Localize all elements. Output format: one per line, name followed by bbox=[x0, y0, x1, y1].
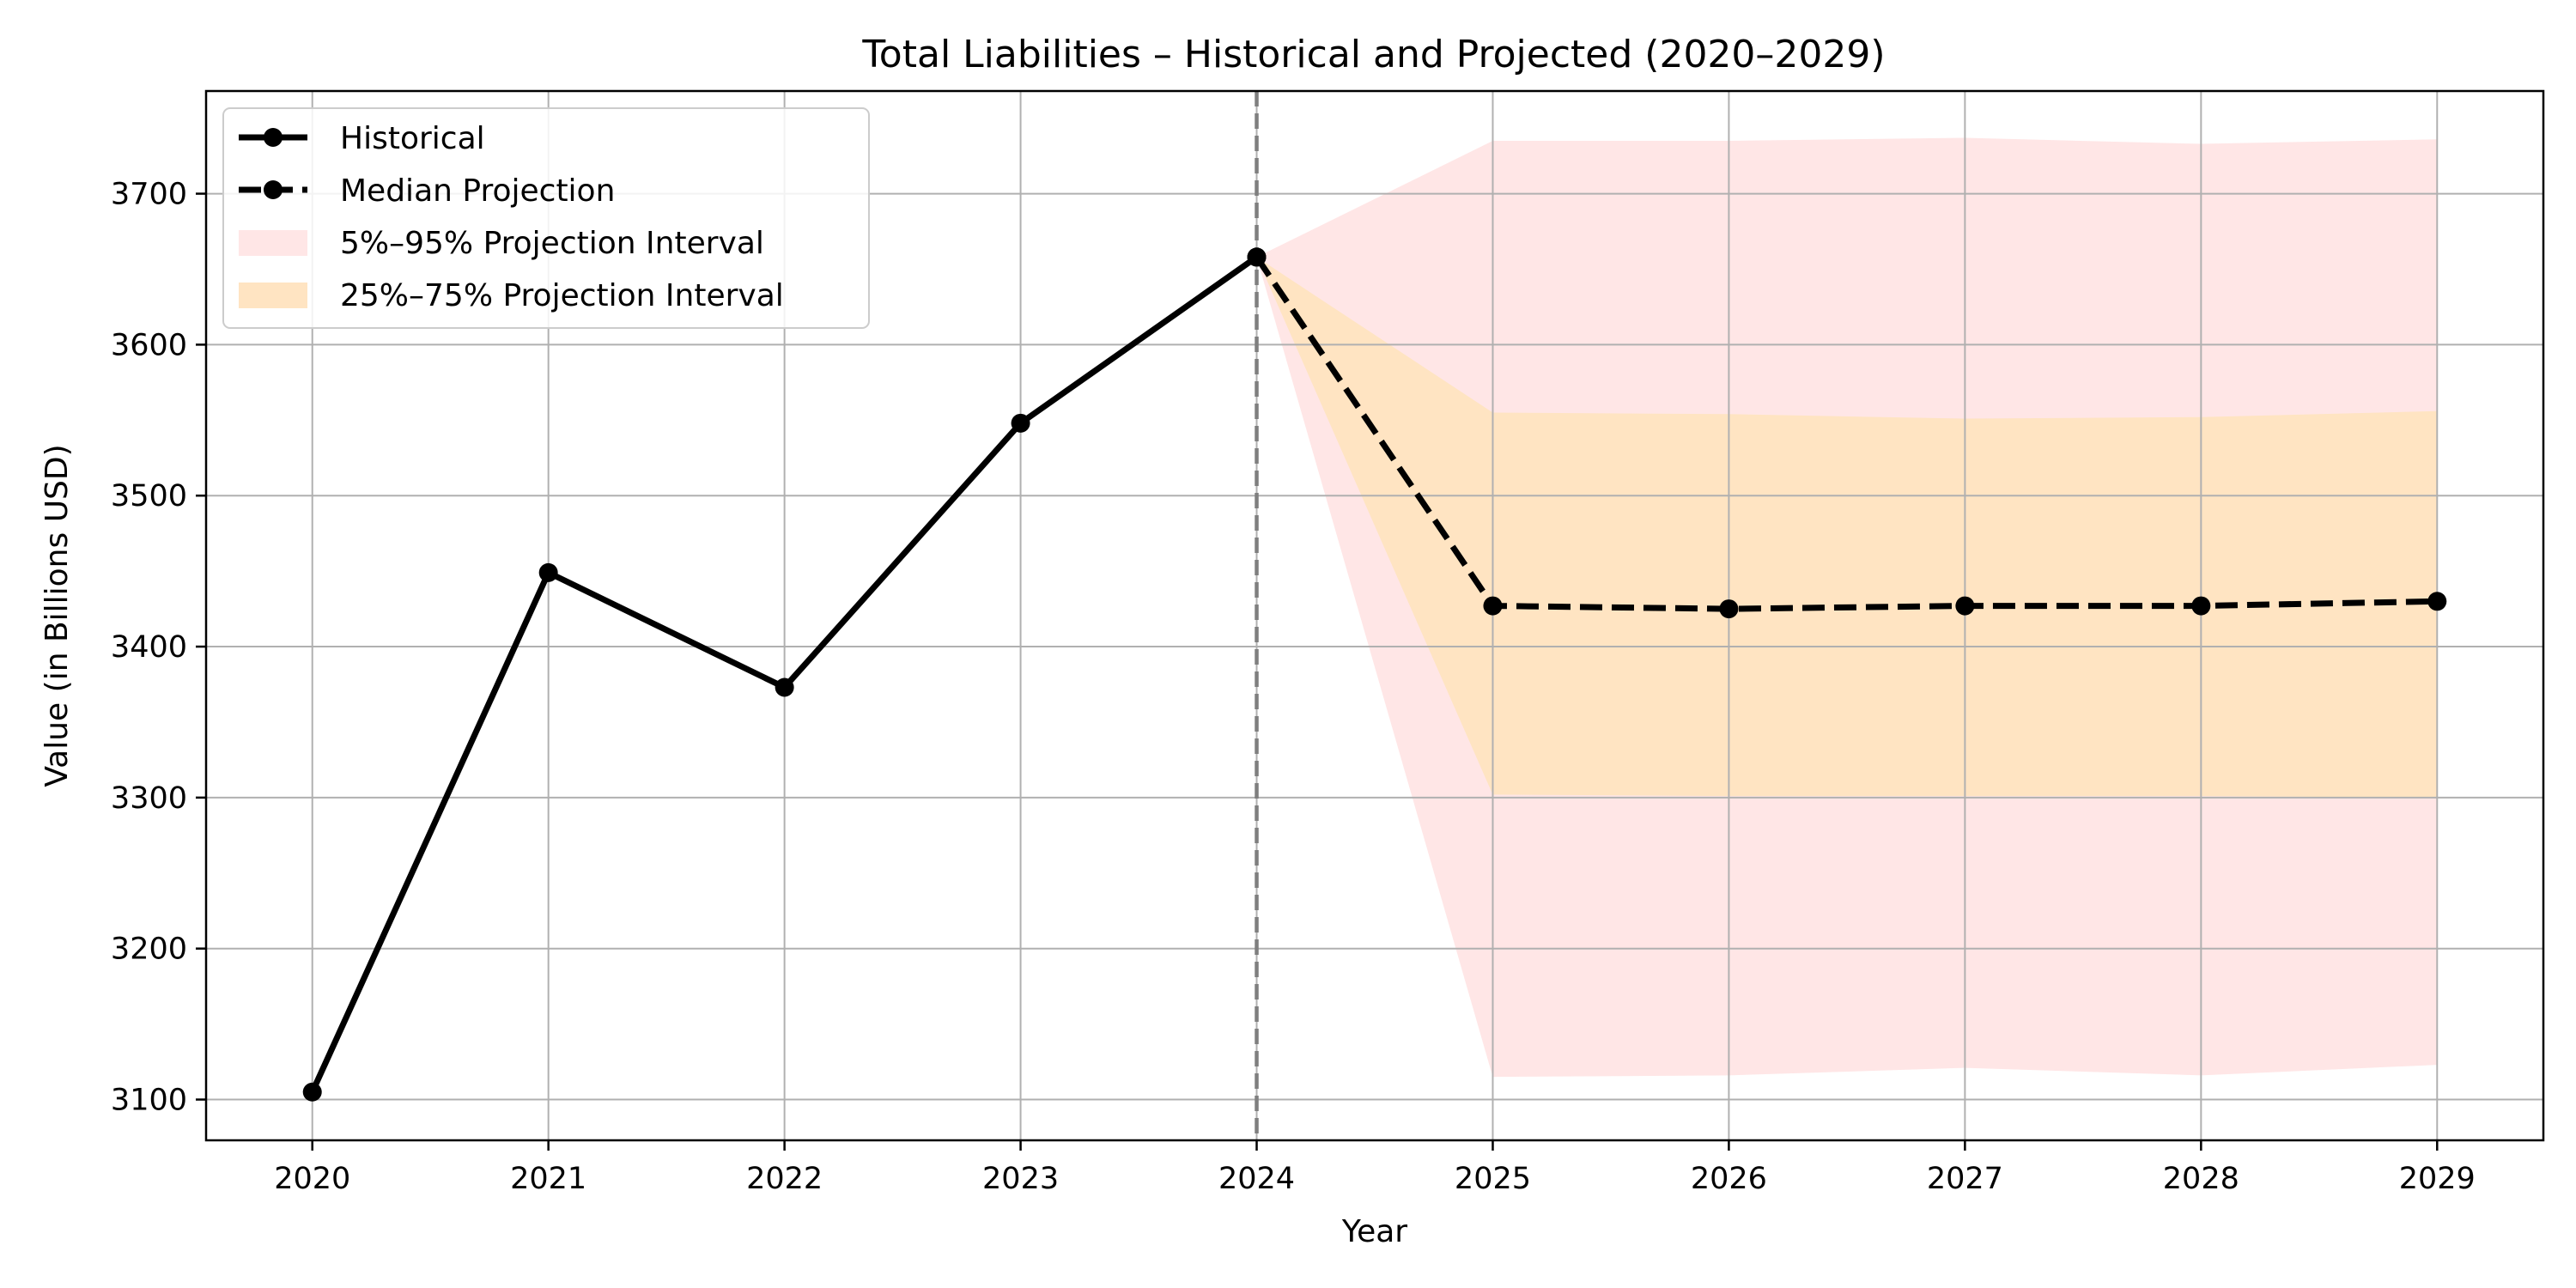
data-point-median-projection-2026 bbox=[1719, 599, 1739, 619]
chart-title: Total Liabilities – Historical and Proje… bbox=[861, 33, 1885, 76]
data-point-historical-2020 bbox=[302, 1082, 322, 1102]
legend-item-historical: Historical bbox=[239, 121, 485, 156]
x-tick-label-2026: 2026 bbox=[1691, 1162, 1767, 1196]
legend-item-median-projection: Median Projection bbox=[239, 173, 615, 209]
legend-item-25-75-interval: 25%–75% Projection Interval bbox=[239, 278, 784, 313]
legend-label-historical: Historical bbox=[340, 121, 485, 156]
x-tick-label-2020: 2020 bbox=[274, 1162, 350, 1196]
y-tick-label-3100: 3100 bbox=[111, 1084, 187, 1118]
x-tick-label-2022: 2022 bbox=[746, 1162, 823, 1196]
legend-swatch-5-95-interval bbox=[239, 230, 307, 256]
plot-frame bbox=[204, 89, 2545, 1142]
x-tick-label-2021: 2021 bbox=[510, 1162, 586, 1196]
x-tick-label-2028: 2028 bbox=[2163, 1162, 2239, 1196]
y-axis: 3100 3200 3300 3400 3500 3600 3700 bbox=[111, 178, 206, 1118]
y-tick-label-3700: 3700 bbox=[111, 178, 187, 212]
legend-label-25-75-interval: 25%–75% Projection Interval bbox=[340, 278, 784, 313]
y-tick-label-3600: 3600 bbox=[111, 328, 187, 362]
data-point-median-projection-2025 bbox=[1483, 596, 1503, 616]
x-tick-label-2023: 2023 bbox=[982, 1162, 1059, 1196]
data-point-historical-2022 bbox=[775, 677, 794, 697]
y-tick-label-3300: 3300 bbox=[111, 781, 187, 816]
y-tick-label-3200: 3200 bbox=[111, 933, 187, 967]
x-axis: 2020 2021 2022 2023 2024 2025 2026 2027 2028 2029 bbox=[274, 1140, 2476, 1196]
series-line-median-projection bbox=[1254, 255, 2438, 612]
band-25-75-interval bbox=[1256, 257, 2438, 798]
y-tick-label-3400: 3400 bbox=[111, 630, 187, 665]
legend-marker-historical bbox=[264, 128, 283, 147]
legend-item-5-95-interval: 5%–95% Projection Interval bbox=[239, 226, 764, 261]
x-axis-label: Year bbox=[1341, 1214, 1407, 1249]
legend: Historical Median Projection 5%–95% Proj… bbox=[222, 107, 870, 329]
data-point-historical-2021 bbox=[538, 562, 558, 582]
x-tick-label-2027: 2027 bbox=[1927, 1162, 2003, 1196]
x-tick-label-2024: 2024 bbox=[1218, 1162, 1295, 1196]
data-point-median-projection-2029 bbox=[2427, 592, 2447, 611]
legend-swatch-25-75-interval bbox=[239, 283, 307, 308]
series-markers bbox=[302, 247, 2447, 1102]
x-tick-label-2029: 2029 bbox=[2399, 1162, 2476, 1196]
x-tick-label-2025: 2025 bbox=[1455, 1162, 1531, 1196]
legend-frame bbox=[222, 107, 870, 329]
data-point-historical-2023 bbox=[1011, 413, 1030, 433]
y-tick-label-3500: 3500 bbox=[111, 479, 187, 513]
data-point-median-projection-2028 bbox=[2191, 596, 2211, 616]
data-point-median-projection-2024 bbox=[1247, 247, 1267, 267]
legend-label-median-projection: Median Projection bbox=[340, 173, 615, 209]
legend-label-5-95-interval: 5%–95% Projection Interval bbox=[340, 226, 764, 261]
y-axis-label: Value (in Billions USD) bbox=[39, 444, 75, 787]
data-point-median-projection-2027 bbox=[1955, 596, 1975, 616]
legend-marker-median-projection bbox=[264, 180, 283, 199]
